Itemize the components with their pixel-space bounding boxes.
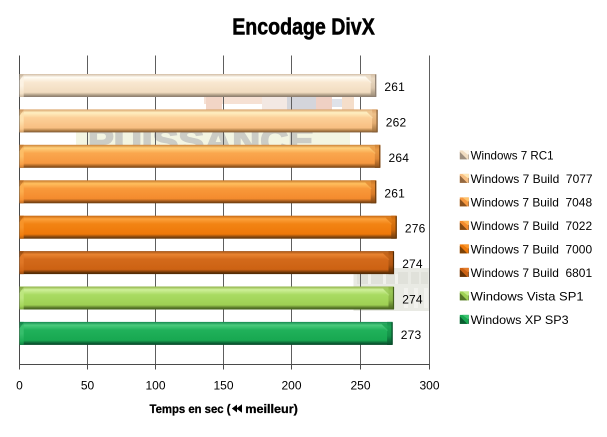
svg-text:Windows 7 Build 6801: Windows 7 Build 6801	[471, 266, 593, 280]
svg-text:Temps en sec (: Temps en sec (	[150, 402, 231, 416]
svg-text:Windows XP SP3: Windows XP SP3	[471, 313, 569, 327]
svg-text:Windows 7 Build 7000: Windows 7 Build 7000	[471, 242, 593, 256]
svg-text:261: 261	[384, 186, 405, 200]
svg-text:Windows Vista SP1: Windows Vista SP1	[471, 289, 584, 303]
svg-text:Encodage DivX: Encodage DivX	[232, 13, 375, 39]
svg-text:262: 262	[386, 115, 407, 129]
svg-text:273: 273	[401, 328, 422, 342]
svg-text:meilleur): meilleur)	[245, 402, 298, 416]
svg-text:200: 200	[281, 379, 301, 393]
svg-text:0: 0	[16, 379, 23, 393]
svg-text:276: 276	[405, 222, 426, 236]
svg-text:274: 274	[402, 293, 423, 307]
svg-text:300: 300	[419, 379, 439, 393]
svg-text:261: 261	[384, 80, 405, 94]
svg-text:250: 250	[350, 379, 370, 393]
svg-text:50: 50	[81, 379, 95, 393]
svg-text:100: 100	[145, 379, 165, 393]
svg-text:Windows 7 Build 7022: Windows 7 Build 7022	[471, 219, 593, 233]
svg-text:150: 150	[213, 379, 233, 393]
svg-text:274: 274	[402, 257, 423, 271]
svg-text:Windows 7 Build 7048: Windows 7 Build 7048	[471, 195, 593, 209]
svg-text:Windows 7 Build 7077: Windows 7 Build 7077	[471, 172, 593, 186]
svg-text:264: 264	[389, 151, 410, 165]
svg-text:Windows 7 RC1: Windows 7 RC1	[471, 148, 554, 162]
